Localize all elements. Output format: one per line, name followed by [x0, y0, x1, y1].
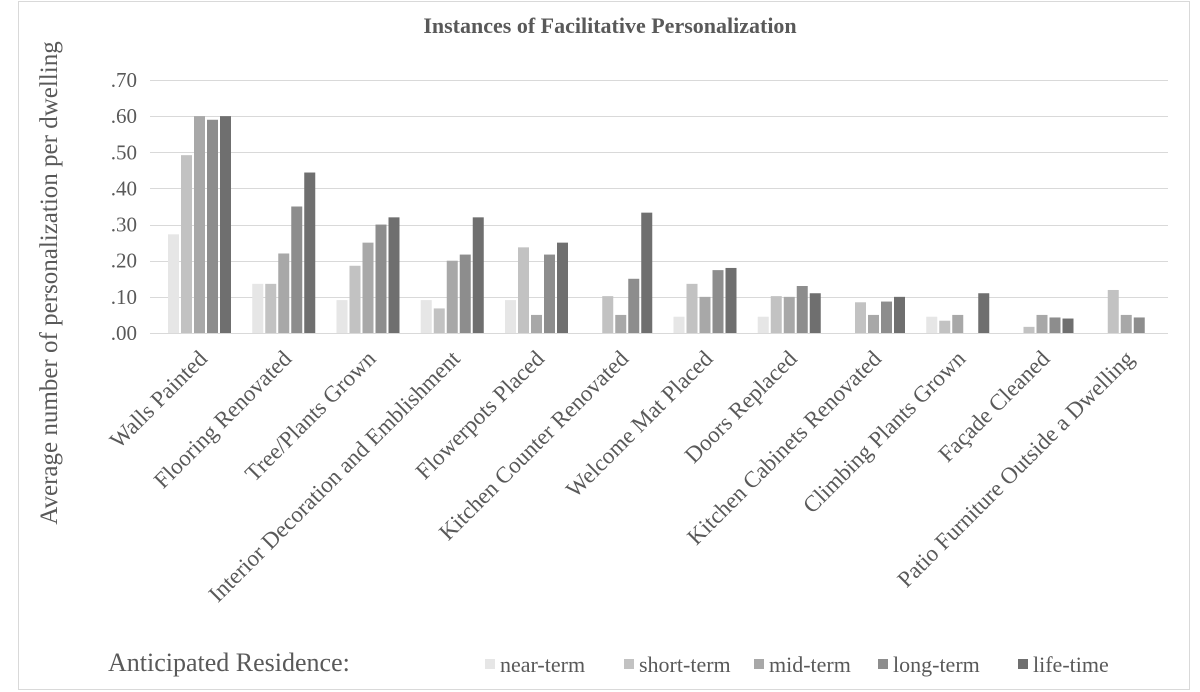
- bar-near-term-interior-decoration-and-emblishment: [420, 300, 432, 333]
- bar-life-time-flooring-renovated: [304, 172, 316, 333]
- legend-swatch-short-term: [624, 659, 634, 669]
- bar-long-term-walls-painted: [207, 119, 218, 333]
- bar-short-term-walls-painted: [181, 155, 192, 333]
- bar-mid-term-flowerpots-placed: [531, 314, 542, 333]
- bar-short-term-kitchen-cabinets-renovated: [855, 302, 866, 333]
- y-tick-label: .30: [111, 213, 137, 237]
- bar-long-term-doors-replaced: [796, 286, 808, 333]
- bar-short-term-welcome-mat-placed: [686, 283, 698, 333]
- bar-mid-term-kitchen-cabinets-renovated: [868, 314, 879, 333]
- legend-label-life-time: life-time: [1033, 652, 1109, 677]
- bar-long-term-patio-furniture-outside-a-dwelling: [1133, 317, 1145, 333]
- legend-swatch-mid-term: [754, 659, 764, 669]
- bar-life-time-kitchen-counter-renovated: [641, 212, 653, 333]
- bar-short-term-patio-furniture-outside-a-dwelling: [1107, 289, 1119, 333]
- bar-near-term-doors-replaced: [757, 316, 769, 333]
- bar-mid-term-facade-cleaned: [1036, 314, 1048, 333]
- y-tick-label: .10: [111, 285, 137, 309]
- legend-label-short-term: short-term: [639, 652, 731, 677]
- y-tick-labels: .00 .10 .20 .30 .40 .50 .60 .70: [111, 68, 137, 345]
- bar-life-time-tree-plants-grown: [388, 217, 400, 333]
- bar-short-term-facade-cleaned: [1023, 326, 1035, 333]
- bar-short-term-flowerpots-placed: [518, 247, 529, 333]
- bar-life-time-flowerpots-placed: [557, 242, 568, 333]
- bar-near-term-welcome-mat-placed: [673, 316, 685, 333]
- y-tick-label: .60: [111, 104, 137, 128]
- legend-label-near-term: near-term: [500, 652, 585, 677]
- legend: Anticipated Residence: near-term short-te…: [108, 648, 1109, 677]
- x-tick-label: Welcome Mat Placed: [561, 346, 718, 503]
- bar-near-term-tree-plants-grown: [336, 300, 348, 333]
- bar-mid-term-climbing-plants-grown: [952, 314, 964, 333]
- y-tick-label: .20: [111, 249, 137, 273]
- bar-long-term-welcome-mat-placed: [712, 270, 724, 333]
- legend-swatch-near-term: [485, 659, 495, 669]
- bar-long-term-kitchen-cabinets-renovated: [881, 301, 892, 333]
- legend-swatch-life-time: [1018, 659, 1028, 669]
- bar-long-term-interior-decoration-and-emblishment: [459, 254, 471, 333]
- legend-label-long-term: long-term: [893, 652, 980, 677]
- bar-long-term-kitchen-counter-renovated: [628, 278, 640, 333]
- bar-short-term-tree-plants-grown: [349, 265, 361, 333]
- y-tick-label: .50: [111, 140, 137, 164]
- bar-mid-term-tree-plants-grown: [362, 242, 374, 333]
- bar-long-term-tree-plants-grown: [375, 224, 387, 333]
- bar-short-term-climbing-plants-grown: [939, 320, 951, 333]
- bar-life-time-interior-decoration-and-emblishment: [472, 217, 484, 333]
- bar-short-term-doors-replaced: [770, 296, 782, 333]
- bar-life-time-doors-replaced: [809, 293, 821, 333]
- bar-near-term-flowerpots-placed: [505, 300, 516, 333]
- bar-mid-term-kitchen-counter-renovated: [615, 314, 627, 333]
- bar-near-term-walls-painted: [168, 234, 179, 333]
- chart-frame: [18, 1, 1190, 690]
- bar-mid-term-patio-furniture-outside-a-dwelling: [1120, 314, 1132, 333]
- bar-long-term-flowerpots-placed: [544, 254, 555, 333]
- chart-title: Instances of Facilitative Personalizatio…: [423, 13, 796, 38]
- bars: [168, 116, 1145, 334]
- bar-life-time-facade-cleaned: [1062, 318, 1074, 333]
- x-tick-label: Climbing Plants Grown: [798, 346, 971, 519]
- x-tick-label: Flooring Renovated: [149, 346, 297, 494]
- bar-short-term-interior-decoration-and-emblishment: [433, 308, 445, 333]
- bar-long-term-flooring-renovated: [291, 206, 303, 333]
- bar-life-time-kitchen-cabinets-renovated: [894, 296, 905, 333]
- y-tick-label: .00: [111, 321, 137, 345]
- bar-mid-term-flooring-renovated: [278, 253, 290, 333]
- legend-swatch-long-term: [878, 659, 888, 669]
- bar-life-time-welcome-mat-placed: [725, 267, 737, 333]
- bar-long-term-facade-cleaned: [1049, 317, 1061, 333]
- bar-life-time-climbing-plants-grown: [978, 293, 990, 333]
- bar-short-term-kitchen-counter-renovated: [602, 296, 614, 333]
- legend-label-mid-term: mid-term: [769, 652, 851, 677]
- bar-near-term-flooring-renovated: [252, 283, 264, 333]
- bar-near-term-climbing-plants-grown: [926, 316, 938, 333]
- y-tick-label: .70: [111, 68, 137, 92]
- bar-mid-term-welcome-mat-placed: [699, 296, 711, 333]
- y-tick-label: .40: [111, 176, 137, 200]
- bar-short-term-flooring-renovated: [265, 283, 277, 333]
- bar-mid-term-doors-replaced: [783, 296, 795, 333]
- bar-life-time-walls-painted: [220, 116, 231, 334]
- bar-mid-term-interior-decoration-and-emblishment: [446, 260, 458, 333]
- y-axis-label: Average number of personalization per dw…: [36, 41, 63, 525]
- bar-mid-term-walls-painted: [194, 116, 205, 334]
- gridlines: [150, 80, 1168, 334]
- legend-title: Anticipated Residence:: [108, 648, 350, 677]
